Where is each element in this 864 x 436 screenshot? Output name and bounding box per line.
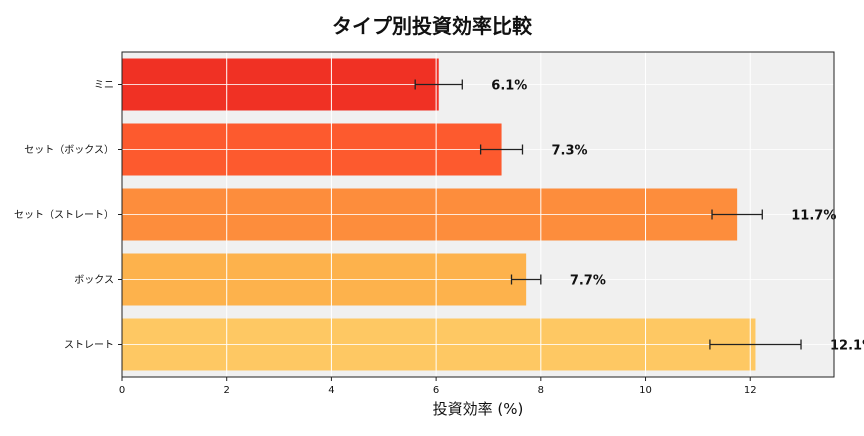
x-axis-label: 投資効率 (%) bbox=[432, 400, 524, 418]
category-label: ストレート bbox=[64, 340, 114, 351]
x-tick-label: 2 bbox=[224, 385, 230, 396]
x-tick-label: 10 bbox=[639, 385, 652, 396]
x-tick-label: 0 bbox=[119, 385, 125, 396]
category-label: セット（ボックス） bbox=[24, 144, 114, 156]
x-tick-label: 6 bbox=[433, 385, 439, 396]
chart-title: タイプ別投資効率比較 bbox=[332, 14, 532, 38]
x-tick-label: 8 bbox=[538, 385, 544, 396]
category-label: セット（ストレート） bbox=[14, 209, 114, 221]
x-tick-label: 4 bbox=[328, 385, 334, 396]
x-tick-label: 12 bbox=[744, 385, 757, 396]
data-label: 11.7% bbox=[791, 209, 836, 224]
category-label: ボックス bbox=[74, 274, 114, 286]
category-label: ミニ bbox=[94, 80, 114, 91]
data-label: 12.1% bbox=[830, 339, 864, 354]
data-label: 7.7% bbox=[570, 274, 606, 289]
data-label: 6.1% bbox=[491, 79, 527, 94]
data-label: 7.3% bbox=[552, 144, 588, 159]
